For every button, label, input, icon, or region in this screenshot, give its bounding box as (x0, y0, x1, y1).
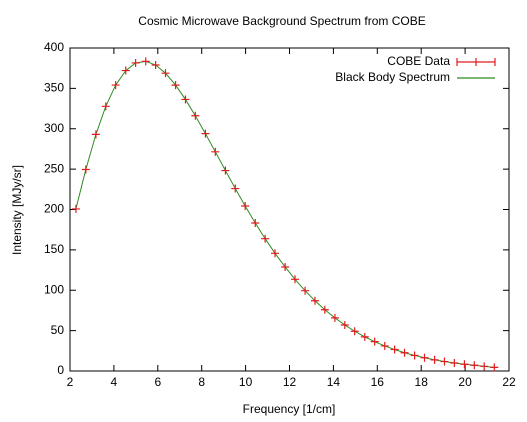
data-point (460, 360, 469, 369)
data-point (71, 204, 80, 213)
y-tick-label: 50 (51, 323, 65, 337)
data-point (430, 355, 439, 364)
x-axis-label: Frequency [1/cm] (243, 402, 336, 416)
data-point (211, 147, 220, 156)
data-point (400, 348, 409, 357)
chart-title: Cosmic Microwave Background Spectrum fro… (138, 14, 425, 28)
y-tick-label: 150 (44, 242, 64, 256)
data-point (440, 357, 449, 366)
data-point (410, 351, 419, 360)
legend-label: Black Body Spectrum (335, 70, 450, 84)
x-tick-label: 6 (154, 375, 161, 389)
y-axis-label: Intensity [MJy/sr] (10, 165, 24, 255)
y-tick-label: 0 (57, 363, 64, 377)
x-tick-label: 12 (283, 375, 297, 389)
data-point (310, 296, 319, 305)
data-point (370, 337, 379, 346)
data-point (251, 219, 260, 228)
data-point (221, 166, 230, 175)
x-tick-label: 8 (198, 375, 205, 389)
x-tick-label: 4 (111, 375, 118, 389)
legend-label: COBE Data (387, 54, 450, 68)
data-point (151, 61, 160, 70)
data-point (350, 327, 359, 336)
data-point (141, 57, 150, 66)
data-point (201, 129, 210, 138)
x-tick-label: 14 (327, 375, 341, 389)
data-point (241, 202, 250, 211)
data-point (360, 332, 369, 341)
data-point (480, 362, 489, 371)
data-point (330, 313, 339, 322)
data-point (450, 358, 459, 367)
x-tick-label: 2 (67, 375, 74, 389)
data-point (111, 81, 120, 90)
data-point (121, 66, 130, 75)
x-tick-label: 18 (415, 375, 429, 389)
series-line (75, 60, 495, 368)
data-point (191, 111, 200, 120)
y-tick-label: 400 (44, 40, 64, 54)
y-tick-label: 100 (44, 282, 64, 296)
data-point (380, 341, 389, 350)
x-tick-label: 22 (502, 375, 516, 389)
y-tick-label: 350 (44, 81, 64, 95)
data-point (261, 234, 270, 243)
y-tick-label: 250 (44, 161, 64, 175)
data-point (81, 165, 90, 174)
data-point (231, 184, 240, 193)
data-point (320, 305, 329, 314)
legend-swatch-cap (456, 58, 496, 66)
data-point (470, 361, 479, 370)
data-point (271, 249, 280, 258)
data-point (340, 320, 349, 329)
data-point (281, 262, 290, 271)
x-tick-label: 16 (371, 375, 385, 389)
data-point (101, 102, 110, 111)
plot-border (69, 47, 510, 372)
x-tick-label: 10 (239, 375, 253, 389)
data-point (301, 286, 310, 295)
data-point (181, 95, 190, 104)
data-point (420, 353, 429, 362)
data-point (161, 69, 170, 78)
x-tick-label: 20 (458, 375, 472, 389)
data-point (490, 363, 499, 372)
data-point (390, 345, 399, 354)
data-point (290, 275, 299, 284)
data-point (171, 81, 180, 90)
data-point (91, 130, 100, 139)
y-tick-label: 200 (44, 202, 64, 216)
data-point (131, 58, 140, 67)
y-tick-label: 300 (44, 121, 64, 135)
